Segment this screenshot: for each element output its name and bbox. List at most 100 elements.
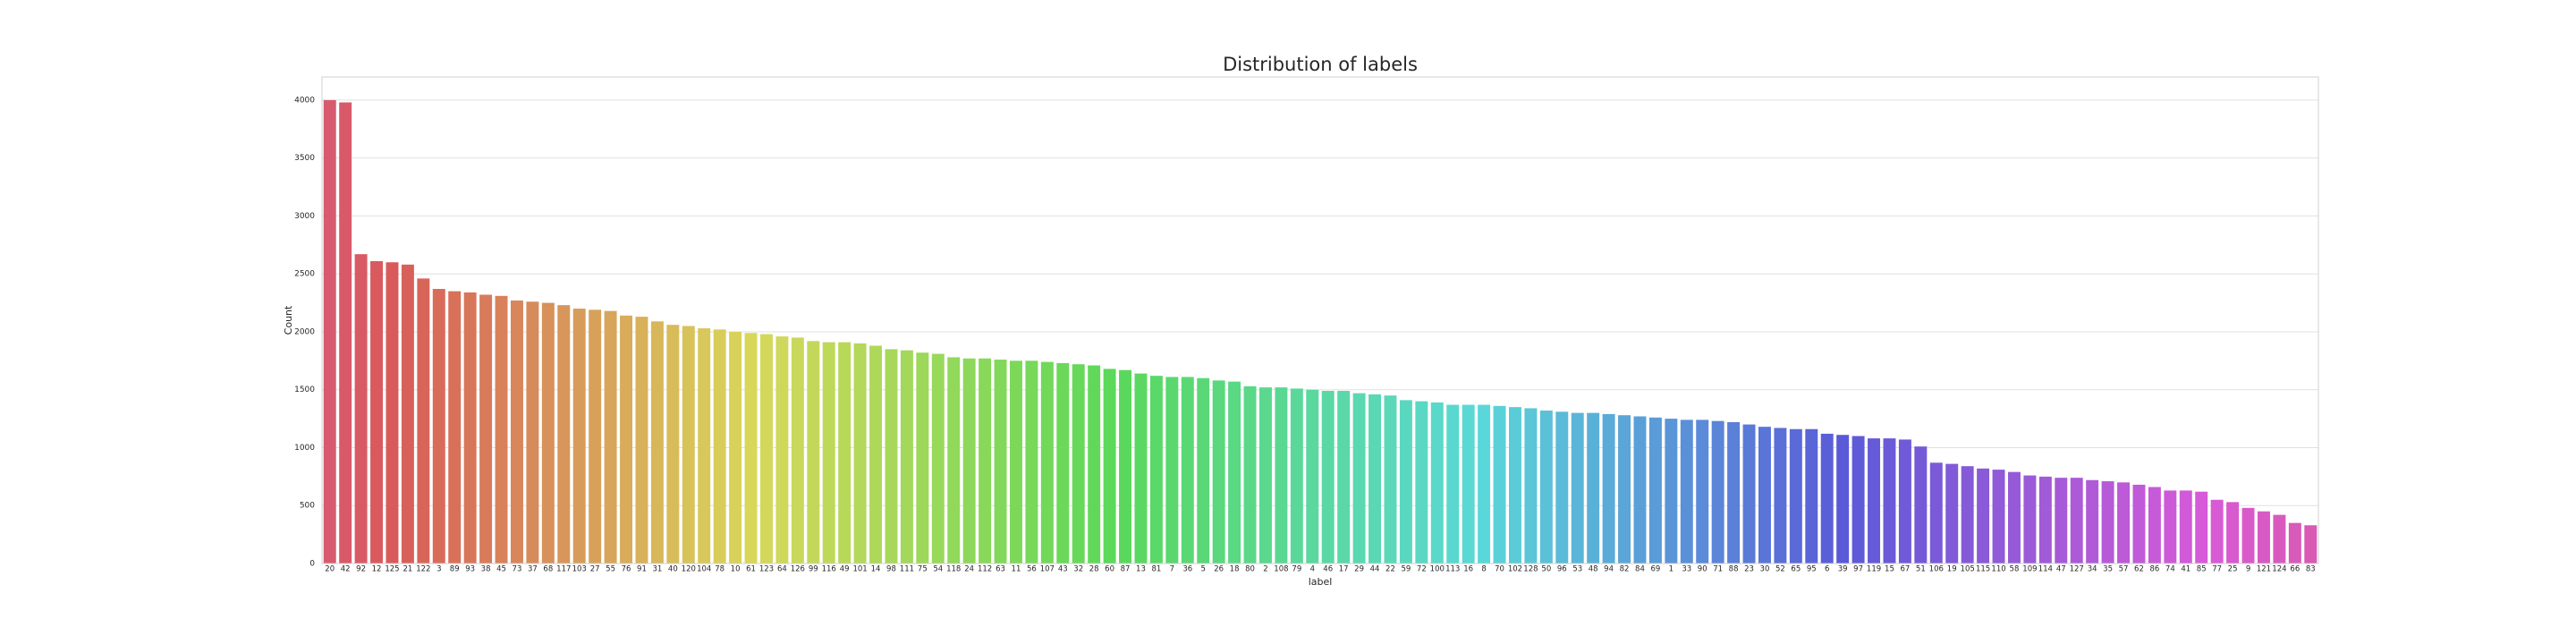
x-tick-label: 5 xyxy=(1201,565,1206,574)
x-tick-label: 95 xyxy=(1807,565,1817,574)
y-axis-label: Count xyxy=(283,305,294,335)
x-tick-label: 71 xyxy=(1713,565,1723,574)
x-tick-label: 106 xyxy=(1929,565,1944,574)
x-tick-label: 90 xyxy=(1698,565,1707,574)
x-tick-label: 13 xyxy=(1136,565,1146,574)
x-tick-label: 111 xyxy=(900,565,914,574)
bar xyxy=(1774,428,1787,564)
x-tick-label: 79 xyxy=(1292,565,1301,574)
bar xyxy=(1337,391,1351,564)
x-tick-label: 98 xyxy=(886,565,896,574)
y-tick-label: 500 xyxy=(300,502,315,511)
bar xyxy=(572,309,586,564)
bar xyxy=(2304,525,2318,564)
x-tick-label: 47 xyxy=(2056,565,2066,574)
bar xyxy=(401,264,414,564)
bar xyxy=(386,262,399,564)
bar xyxy=(2288,522,2301,564)
bar xyxy=(526,301,539,564)
x-tick-label: 48 xyxy=(1589,565,1598,574)
bar xyxy=(1914,446,1928,564)
bar xyxy=(1258,387,1272,564)
bar xyxy=(1711,420,1724,564)
x-tick-label: 41 xyxy=(2181,565,2190,574)
bar xyxy=(1275,387,1288,564)
bar xyxy=(838,342,852,564)
bar xyxy=(2101,481,2114,564)
bar xyxy=(1321,391,1335,564)
x-tick-label: 26 xyxy=(1214,565,1224,574)
bar xyxy=(1119,369,1132,564)
bar xyxy=(666,325,680,564)
x-tick-label: 1 xyxy=(1669,565,1674,574)
bar xyxy=(1524,408,1538,564)
x-tick-label: 126 xyxy=(791,565,805,574)
x-tick-label: 113 xyxy=(1445,565,1460,574)
bar xyxy=(744,333,758,564)
bar xyxy=(1165,377,1179,564)
x-tick-label: 44 xyxy=(1370,565,1380,574)
x-tick-label: 119 xyxy=(1867,565,1881,574)
y-tick-label: 1000 xyxy=(294,444,315,453)
x-tick-label: 62 xyxy=(2134,565,2144,574)
x-tick-label: 92 xyxy=(356,565,366,574)
bar xyxy=(1415,401,1428,564)
bar xyxy=(1648,417,1662,564)
bar xyxy=(1836,435,1850,564)
x-tick-label: 83 xyxy=(2306,565,2316,574)
x-tick-label: 37 xyxy=(528,565,538,574)
bar xyxy=(885,349,898,564)
x-tick-label: 22 xyxy=(1385,565,1395,574)
bar xyxy=(432,289,445,564)
x-tick-label: 93 xyxy=(465,565,475,574)
x-tick-label: 122 xyxy=(416,565,430,574)
bar xyxy=(2226,502,2240,564)
x-tick-label: 39 xyxy=(1838,565,1848,574)
x-tick-label: 108 xyxy=(1274,565,1288,574)
x-tick-label: 69 xyxy=(1650,565,1660,574)
bar xyxy=(1680,419,1693,564)
x-tick-label: 74 xyxy=(2165,565,2175,574)
bar xyxy=(463,292,477,564)
bar xyxy=(1243,386,1257,564)
x-tick-label: 112 xyxy=(978,565,992,574)
x-tick-label: 78 xyxy=(715,565,724,574)
x-tick-label: 88 xyxy=(1729,565,1739,574)
bar xyxy=(1508,407,1521,564)
chart-title: Distribution of labels xyxy=(1223,54,1418,75)
bar xyxy=(1742,424,1756,564)
x-tick-label: 18 xyxy=(1230,565,1240,574)
x-tick-label: 109 xyxy=(2022,565,2037,574)
x-tick-label: 11 xyxy=(1012,565,1021,574)
bar xyxy=(1478,404,1491,564)
bar xyxy=(1088,365,1101,564)
bar xyxy=(1618,415,1631,564)
bar xyxy=(2086,479,2099,564)
x-tick-label: 105 xyxy=(1961,565,1975,574)
x-tick-label: 20 xyxy=(325,565,335,574)
x-tick-label: 118 xyxy=(946,565,961,574)
x-tick-label: 17 xyxy=(1339,565,1349,574)
plot-frame xyxy=(321,76,2319,564)
x-tick-label: 97 xyxy=(1853,565,1863,574)
bar xyxy=(1696,419,1709,564)
x-tick-label: 25 xyxy=(2228,565,2238,574)
x-tick-label: 77 xyxy=(2212,565,2222,574)
x-tick-label: 2 xyxy=(1263,565,1267,574)
bar xyxy=(620,315,633,564)
x-tick-label: 30 xyxy=(1760,565,1770,574)
y-tick-label: 0 xyxy=(309,560,315,569)
x-tick-label: 15 xyxy=(1885,565,1894,574)
bar xyxy=(962,358,976,564)
bar xyxy=(1446,404,1460,564)
x-tick-label: 61 xyxy=(746,565,756,574)
x-tick-label: 29 xyxy=(1354,565,1364,574)
bar xyxy=(2132,484,2146,564)
bar xyxy=(1103,369,1116,564)
bar xyxy=(1228,381,1241,564)
x-tick-label: 94 xyxy=(1604,565,1614,574)
x-tick-label: 85 xyxy=(2197,565,2207,574)
bar xyxy=(698,328,711,564)
x-tick-label: 114 xyxy=(2038,565,2053,574)
x-tick-label: 102 xyxy=(1508,565,1522,574)
